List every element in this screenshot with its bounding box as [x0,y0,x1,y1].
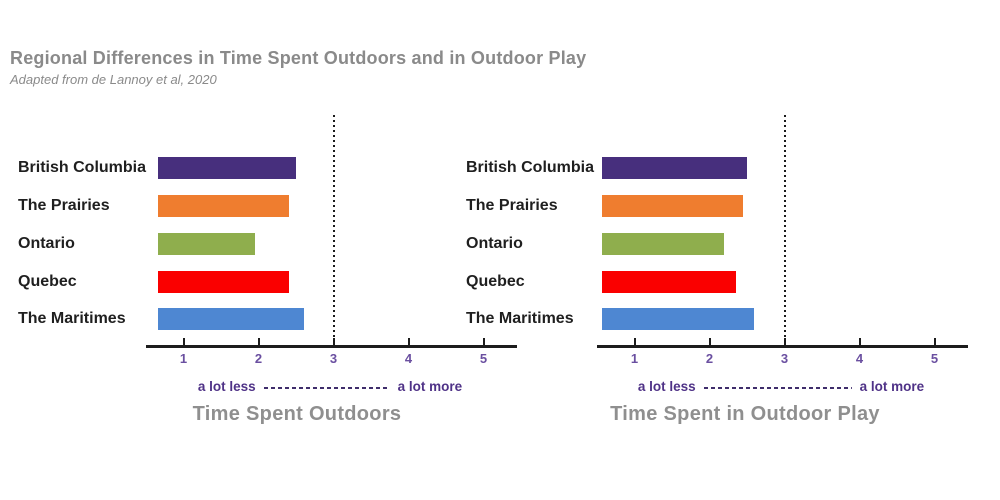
reference-line-midpoint [783,115,786,345]
category-label-quebec: Quebec [18,273,77,290]
tick-mark-2 [708,338,711,345]
tick-mark-5 [933,338,936,345]
bar-ontario [602,233,725,255]
reference-line-midpoint [332,115,335,345]
category-label-the-maritimes: The Maritimes [18,310,126,327]
tick-label-4: 4 [404,351,413,366]
scale-dashes [703,386,852,389]
page-title: Regional Differences in Time Spent Outdo… [10,48,587,68]
tick-label-5: 5 [479,351,488,366]
tick-mark-4 [407,338,410,345]
tick-label-3: 3 [780,351,789,366]
category-label-the-maritimes: The Maritimes [466,310,574,327]
bar-the-maritimes [602,308,755,330]
category-label-ontario: Ontario [466,235,523,252]
tick-mark-5 [482,338,485,345]
category-label-british-columbia: British Columbia [466,159,595,176]
category-label-british-columbia: British Columbia [18,159,147,176]
tick-mark-1 [182,338,185,345]
scale-less-label: a lot less [197,379,256,394]
scale-dashes [263,386,390,389]
tick-mark-2 [257,338,260,345]
scale-labels-row: a lot less a lot more [198,379,462,394]
page-subtitle: Adapted from de Lannoy et al, 2020 [10,72,217,87]
tick-label-1: 1 [630,351,639,366]
bar-ontario [158,233,255,255]
category-label-the-prairies: The Prairies [18,197,110,214]
category-label-quebec: Quebec [466,273,525,290]
tick-label-3: 3 [329,351,338,366]
tick-label-5: 5 [930,351,939,366]
category-label-the-prairies: The Prairies [466,197,558,214]
scale-less-label: a lot less [637,379,696,394]
tick-label-4: 4 [855,351,864,366]
bar-british-columbia [602,157,747,179]
tick-label-2: 2 [254,351,263,366]
tick-label-2: 2 [705,351,714,366]
scale-more-label: a lot more [397,379,463,394]
tick-mark-1 [633,338,636,345]
bar-the-maritimes [158,308,304,330]
tick-label-1: 1 [179,351,188,366]
category-label-ontario: Ontario [18,235,75,252]
scale-more-label: a lot more [859,379,925,394]
bar-quebec [158,271,289,293]
bar-quebec [602,271,736,293]
bar-the-prairies [158,195,289,217]
chart-title-time-spent-in-outdoor-play: Time Spent in Outdoor Play [610,403,880,425]
bar-british-columbia [158,157,296,179]
x-axis-line [146,345,517,348]
chart-title-time-spent-outdoors: Time Spent Outdoors [192,403,402,425]
x-axis-line [597,345,968,348]
bar-the-prairies [602,195,744,217]
scale-labels-row: a lot less a lot more [638,379,924,394]
tick-mark-4 [858,338,861,345]
